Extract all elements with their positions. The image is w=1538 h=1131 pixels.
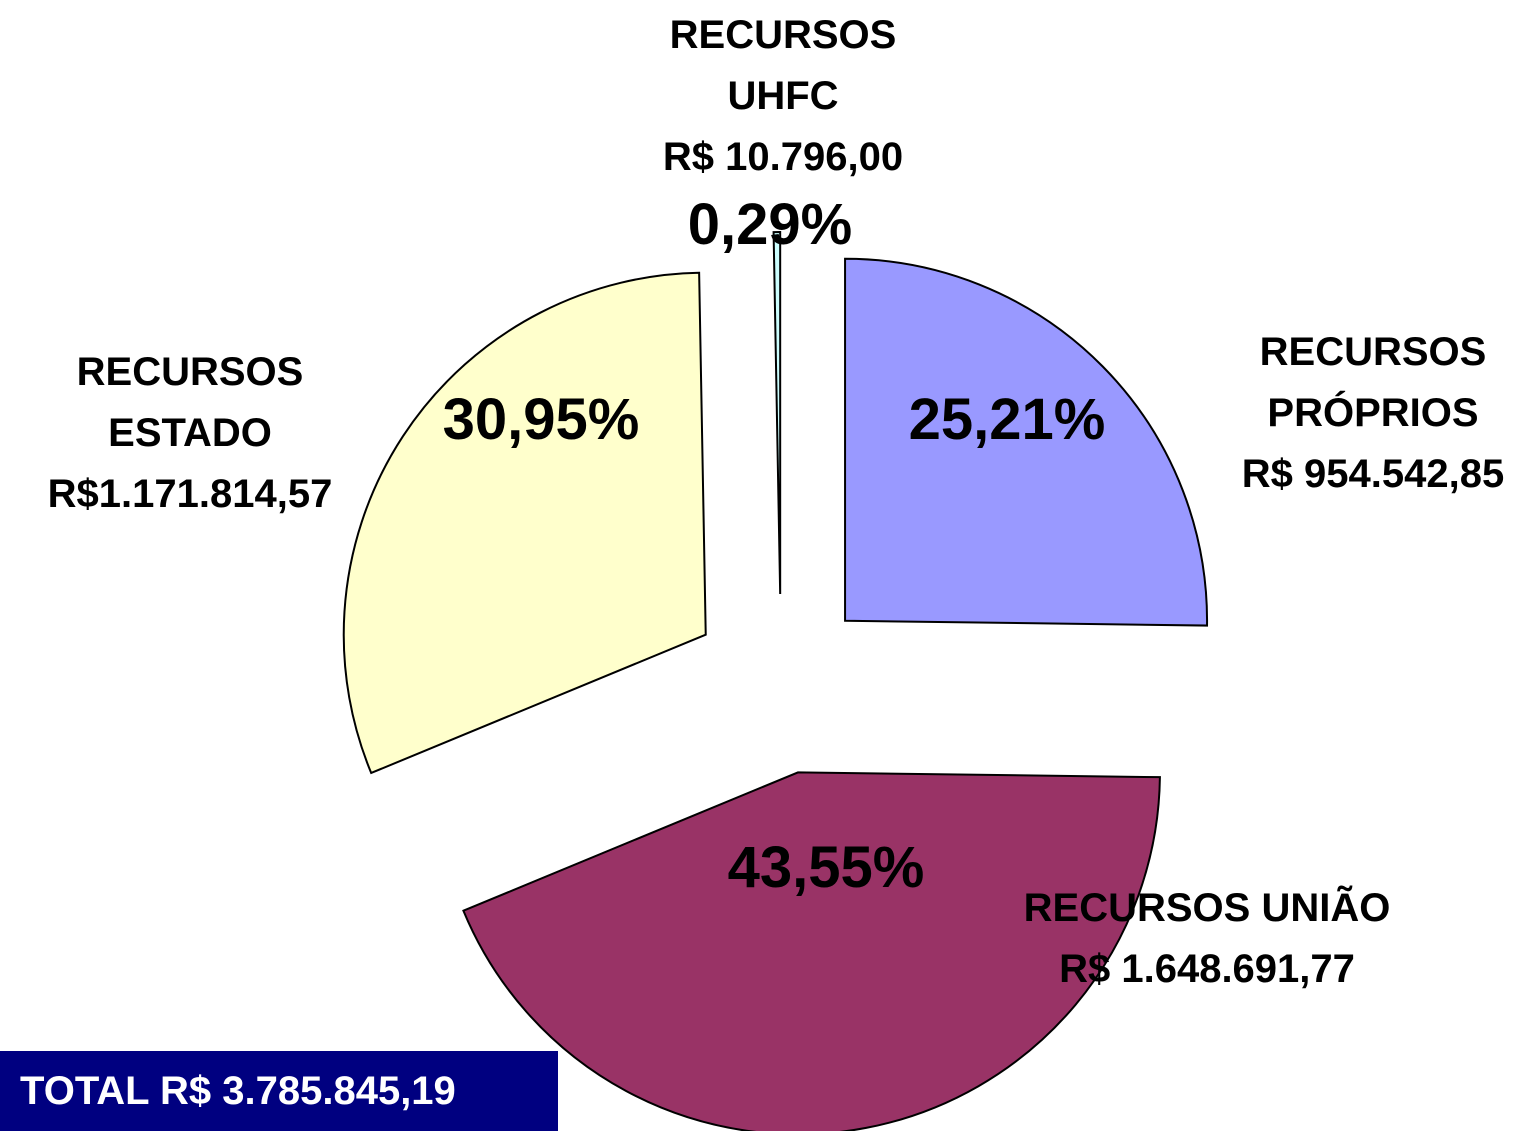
slice-label: RECURSOS UHFC R$ 10.796,00	[623, 5, 943, 188]
amount: R$1.171.814,57	[47, 472, 333, 516]
slice-label: RECURSOS ESTADO R$1.171.814,57	[10, 342, 370, 525]
percent-label: 25,21%	[908, 387, 1106, 452]
pie-slice	[342, 271, 707, 775]
slice-label: RECURSOS UNIÃO R$ 1.648.691,77	[1017, 878, 1397, 1000]
category-name: RECURSOS UNIÃO	[1023, 886, 1391, 930]
category-name: RECURSOS UHFC	[669, 13, 897, 118]
category-name: RECURSOS PRÓPRIOS	[1259, 330, 1487, 435]
total-box: TOTAL R$ 3.785.845,19	[0, 1051, 558, 1131]
slice-label: RECURSOS PRÓPRIOS R$ 954.542,85	[1213, 322, 1533, 505]
category-name: RECURSOS ESTADO	[76, 350, 304, 455]
pie-slice	[772, 231, 782, 595]
amount: R$ 954.542,85	[1241, 452, 1505, 496]
percent-label: 30,95%	[442, 387, 640, 452]
percent-label: 43,55%	[727, 835, 925, 900]
percent-label: 0,29%	[687, 192, 853, 257]
amount: R$ 1.648.691,77	[1059, 947, 1355, 991]
pie-slice	[844, 257, 1209, 627]
pie-slice	[462, 771, 1161, 1131]
amount: R$ 10.796,00	[662, 135, 904, 179]
